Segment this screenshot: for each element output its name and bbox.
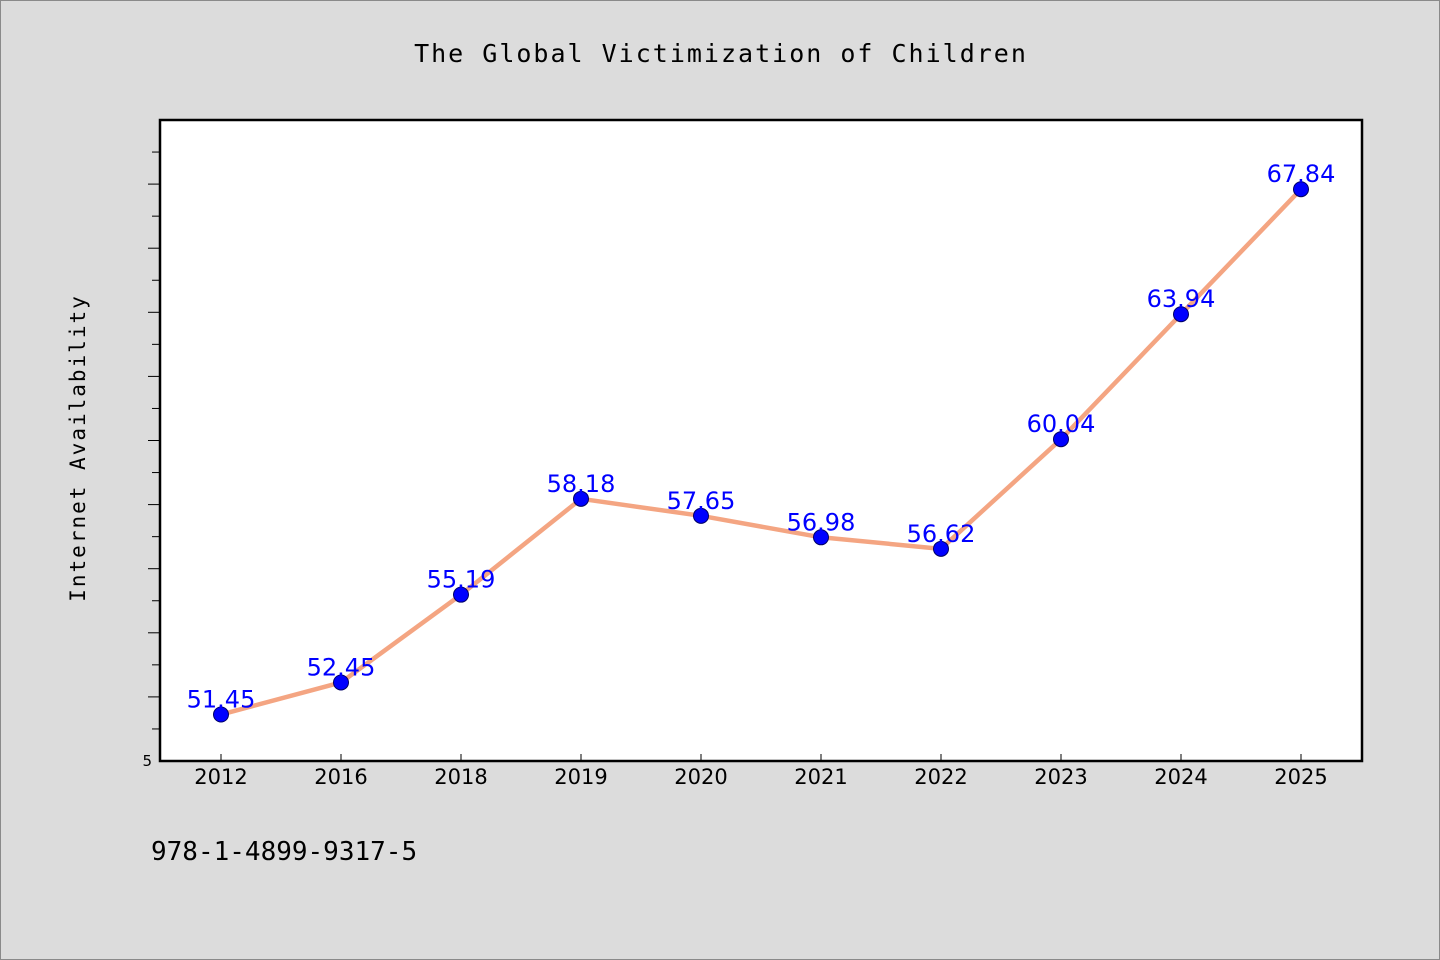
- data-point: [573, 490, 589, 507]
- series-layer: 51.45 52.45 55.19 58.18 57.65 56.98 56.62 60.04…: [187, 160, 1336, 723]
- series-line: [218, 186, 1304, 717]
- y-axis-label: Internet Availability: [66, 294, 90, 602]
- data-label: 63.94: [1147, 285, 1216, 313]
- data-point: [1293, 181, 1309, 198]
- x-tick-label: 2020: [674, 765, 727, 789]
- footer-code: 978-1-4899-9317-5: [151, 837, 418, 867]
- data-point: [213, 706, 229, 723]
- data-point: [453, 586, 469, 603]
- data-point: [813, 529, 829, 546]
- data-label: 56.62: [907, 520, 976, 548]
- data-label: 52.45: [307, 653, 376, 681]
- x-axis-ticks: 2012 2016 2018 2019 2020 2021 2022 2023 2024 2025: [194, 754, 1328, 789]
- data-label: 67.84: [1267, 160, 1336, 188]
- x-tick-label: 2024: [1154, 765, 1207, 789]
- x-tick-label: 2021: [794, 765, 847, 789]
- data-point: [1053, 431, 1069, 448]
- plot-area: [158, 118, 1364, 763]
- data-label: 58.18: [547, 470, 616, 498]
- x-tick-label: 2022: [914, 765, 967, 789]
- data-label: 57.65: [667, 487, 736, 515]
- data-label: 51.45: [187, 686, 256, 714]
- data-point: [1173, 306, 1189, 323]
- x-tick-label: 2019: [554, 765, 607, 789]
- x-tick-label: 2016: [314, 765, 367, 789]
- data-point: [693, 507, 709, 524]
- data-label: 56.98: [787, 508, 856, 536]
- data-label: 60.04: [1027, 410, 1096, 438]
- x-tick-label: 2023: [1034, 765, 1087, 789]
- x-tick-label: 2018: [434, 765, 487, 789]
- data-point: [933, 540, 949, 557]
- chart-title: The Global Victimization of Children: [414, 39, 1028, 68]
- y-axis-ticks: 5: [142, 151, 160, 770]
- data-label: 55.19: [427, 566, 496, 594]
- data-point: [333, 674, 349, 691]
- x-tick-label: 2012: [194, 765, 247, 789]
- y-tick-label: 5: [142, 752, 152, 770]
- x-tick-label: 2025: [1274, 765, 1327, 789]
